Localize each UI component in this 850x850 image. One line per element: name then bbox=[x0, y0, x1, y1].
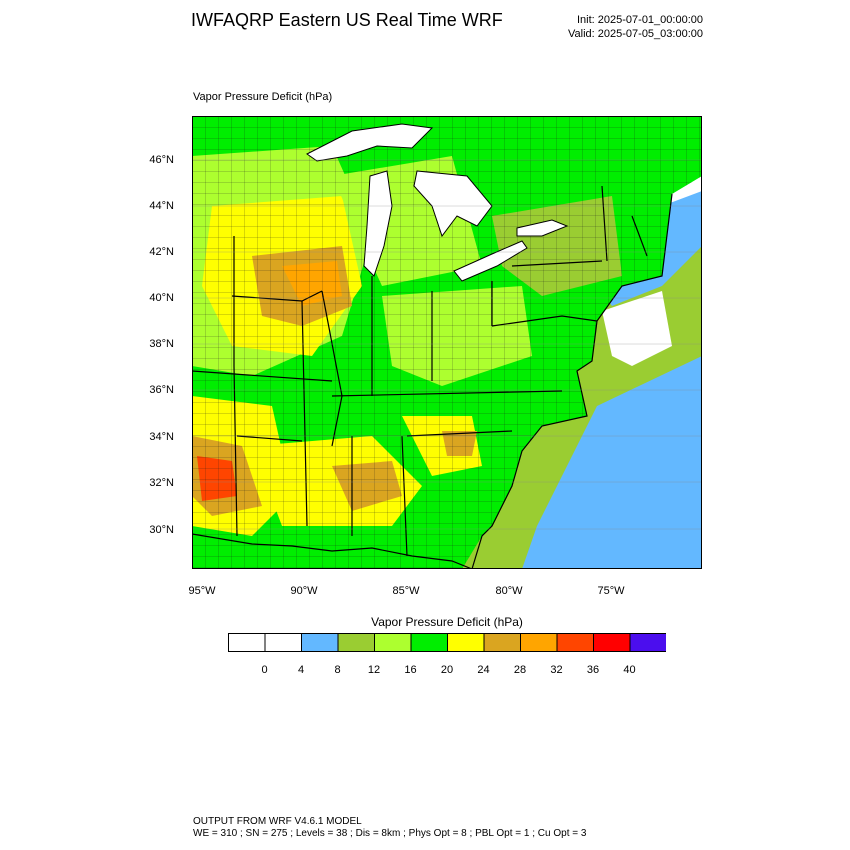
colorbar-tick-label: 16 bbox=[404, 664, 417, 676]
init-time: Init: 2025-07-01_00:00:00 bbox=[577, 14, 703, 26]
lat-label-42n: 42°N bbox=[149, 246, 174, 258]
colorbar-tick-label: 24 bbox=[477, 664, 490, 676]
colorbar-title: Vapor Pressure Deficit (hPa) bbox=[371, 615, 523, 629]
plot-field-label: Vapor Pressure Deficit (hPa) bbox=[193, 91, 333, 103]
vpd-coast-white bbox=[602, 291, 672, 366]
colorbar-tick-label: 36 bbox=[586, 664, 600, 676]
colorbar-swatch bbox=[264, 633, 302, 652]
lat-label-32n: 32°N bbox=[149, 477, 174, 489]
lake-erie bbox=[453, 240, 528, 282]
vpd-map bbox=[192, 116, 702, 569]
lon-label-75w: 75°W bbox=[597, 585, 625, 597]
colorbar-tick-label: 4 bbox=[297, 664, 305, 676]
lat-label-34n: 34°N bbox=[149, 431, 174, 443]
colorbar-tick-label: 28 bbox=[513, 664, 527, 676]
colorbar-swatch bbox=[629, 633, 666, 652]
state-boundaries bbox=[192, 185, 648, 557]
colorbar-tick-label: 32 bbox=[550, 664, 563, 676]
footer-model-info: OUTPUT FROM WRF V4.6.1 MODEL bbox=[193, 816, 362, 827]
colorbar-swatch bbox=[483, 633, 521, 652]
colorbar-swatch bbox=[374, 633, 412, 652]
colorbar-tick-label: 0 bbox=[261, 664, 268, 676]
lake-ontario bbox=[516, 219, 569, 237]
colorbar bbox=[228, 633, 666, 652]
graticule bbox=[192, 159, 702, 530]
colorbar-tick-label: 20 bbox=[440, 664, 454, 676]
colorbar-tick-label: 8 bbox=[334, 664, 341, 676]
lat-label-46n: 46°N bbox=[149, 154, 174, 166]
gulf-coastline bbox=[192, 533, 473, 569]
lon-label-80w: 80°W bbox=[495, 585, 523, 597]
colorbar-swatch bbox=[410, 633, 448, 652]
valid-time: Valid: 2025-07-05_03:00:00 bbox=[568, 28, 703, 40]
colorbar-swatch bbox=[301, 633, 339, 652]
colorbar-swatch bbox=[228, 633, 266, 652]
colorbar-swatch bbox=[447, 633, 485, 652]
lat-label-30n: 30°N bbox=[149, 524, 174, 536]
lon-label-90w: 90°W bbox=[290, 585, 318, 597]
lake-superior bbox=[306, 123, 434, 162]
colorbar-tick-label: 40 bbox=[623, 664, 636, 676]
lon-label-95w: 95°W bbox=[188, 585, 216, 597]
lake-huron bbox=[413, 170, 493, 238]
colorbar-swatch bbox=[520, 633, 558, 652]
main-title: IWFAQRP Eastern US Real Time WRF bbox=[191, 10, 503, 30]
atlantic-coastline bbox=[471, 193, 673, 569]
colorbar-swatch bbox=[593, 633, 631, 652]
lake-michigan bbox=[363, 170, 393, 277]
lat-label-40n: 40°N bbox=[149, 292, 174, 304]
lon-label-85w: 85°W bbox=[392, 585, 420, 597]
colorbar-swatch bbox=[556, 633, 594, 652]
lat-label-36n: 36°N bbox=[149, 384, 174, 396]
colorbar-tick-label: 12 bbox=[367, 664, 381, 676]
vpd-ocean-blue bbox=[522, 356, 702, 569]
lat-label-38n: 38°N bbox=[149, 338, 174, 350]
footer-run-config: WE = 310 ; SN = 275 ; Levels = 38 ; Dis … bbox=[193, 828, 587, 839]
lat-label-44n: 44°N bbox=[149, 200, 174, 212]
map-frame bbox=[192, 116, 702, 569]
colorbar-swatch bbox=[337, 633, 375, 652]
